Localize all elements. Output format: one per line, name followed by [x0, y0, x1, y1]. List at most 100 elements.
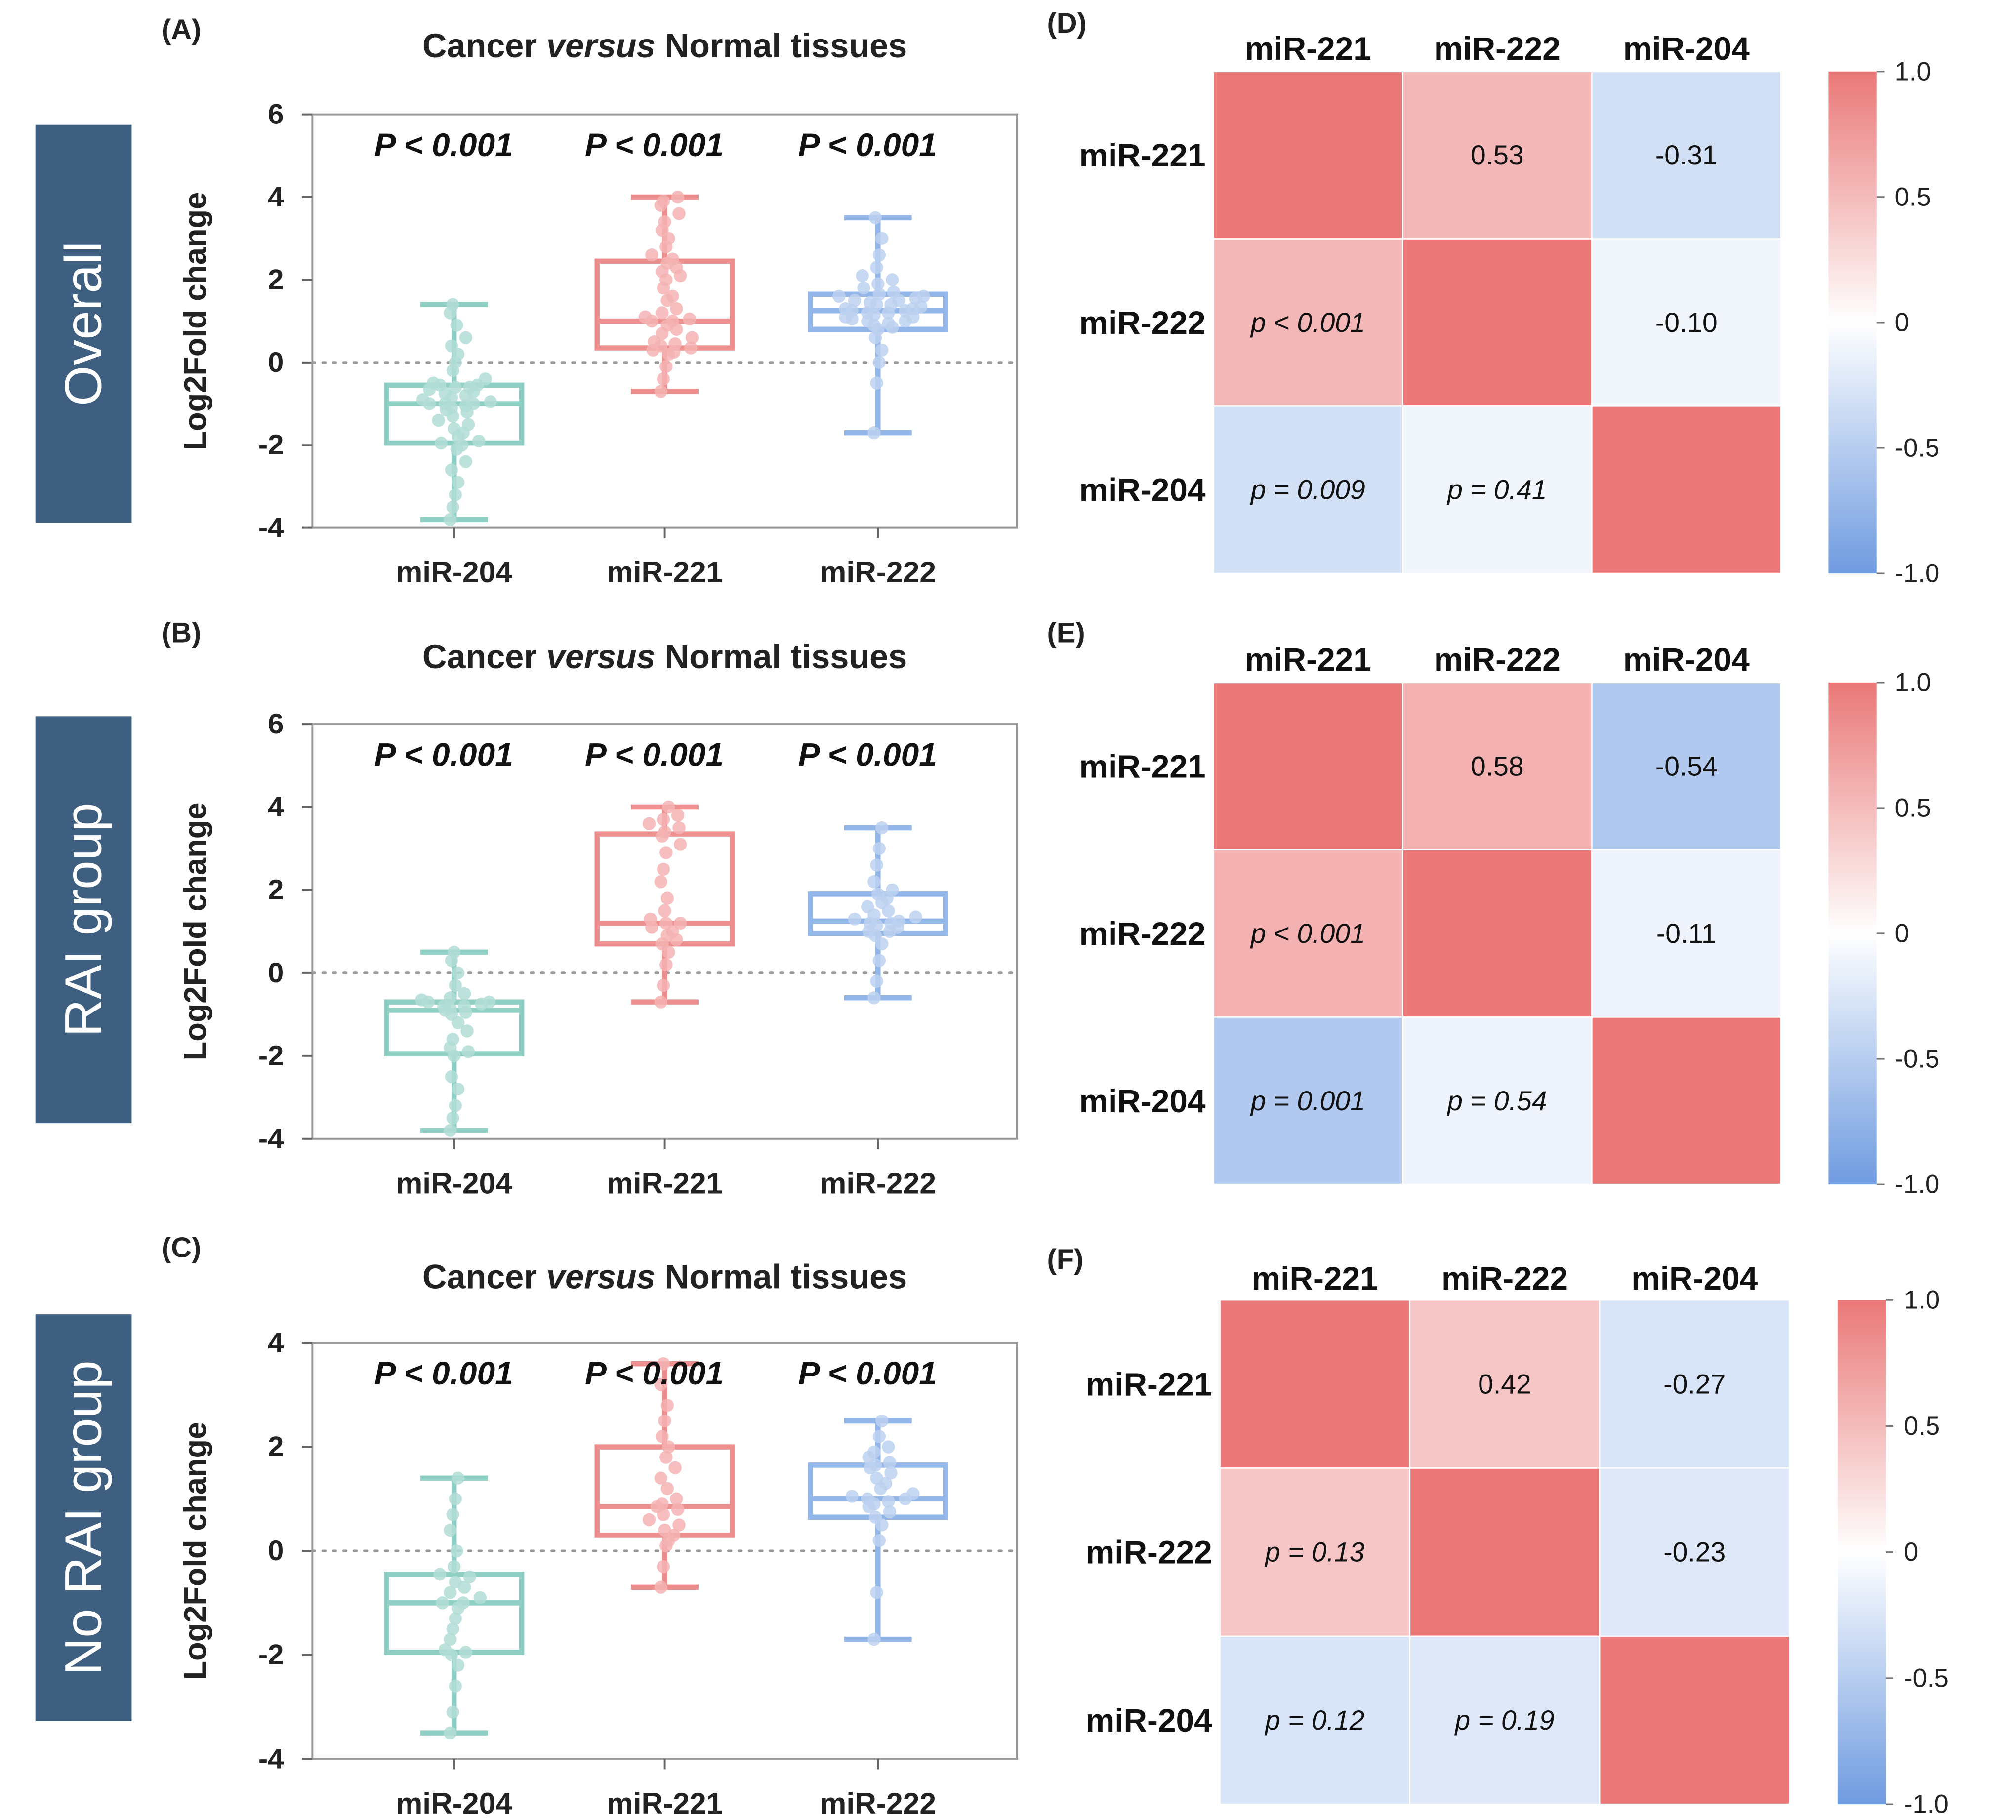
p-value-label: P < 0.001 — [585, 126, 724, 163]
data-point — [444, 1586, 457, 1599]
panel-B: RAI group (B) Cancer versus Normal tissues… — [35, 617, 1019, 1200]
heatmap-cell — [1213, 849, 1403, 1018]
data-point — [872, 1534, 886, 1547]
data-point — [434, 436, 448, 450]
heatmap-cell — [1213, 682, 1403, 850]
data-point — [670, 1492, 683, 1506]
data-point — [848, 912, 862, 926]
cell-label: p = 0.12 — [1264, 1705, 1364, 1736]
data-point — [484, 395, 497, 408]
x-tick-label: miR-222 — [820, 1166, 936, 1200]
data-point — [458, 999, 471, 1013]
row-header: miR-221 — [1079, 748, 1206, 784]
heatmap-cell — [1213, 1016, 1403, 1185]
p-value-label: P < 0.001 — [798, 126, 937, 163]
row-header: miR-221 — [1079, 137, 1206, 173]
data-point — [870, 974, 883, 988]
row-header: miR-221 — [1086, 1366, 1212, 1402]
data-point — [883, 1456, 897, 1469]
y-axis-label: Log2Fold change — [178, 803, 212, 1061]
data-point — [463, 1570, 476, 1583]
data-point — [654, 995, 667, 1009]
title-part: Normal tissues — [656, 1257, 907, 1295]
panel-E: (E) miR-221 miR-221 miR-222 miR-222 miR-204 mi… — [1047, 617, 1939, 1199]
data-point — [886, 273, 899, 286]
data-point — [666, 289, 679, 303]
data-point — [671, 190, 685, 204]
data-point — [445, 339, 458, 353]
data-point — [875, 343, 889, 357]
colorbar-tick-label: -1.0 — [1895, 1170, 1940, 1199]
colorbar-tick-label: -1.0 — [1895, 559, 1940, 588]
y-tick-label: 4 — [268, 791, 284, 823]
data-point — [657, 813, 670, 826]
data-point — [645, 248, 658, 262]
data-point — [659, 360, 673, 373]
data-point — [462, 1045, 475, 1058]
data-point — [433, 1568, 447, 1581]
data-point — [886, 883, 899, 897]
data-point — [446, 1508, 459, 1521]
data-point — [444, 1124, 457, 1137]
data-point — [857, 282, 870, 295]
data-point — [906, 1487, 920, 1500]
y-tick-label: -2 — [258, 1639, 284, 1671]
data-point — [654, 1378, 667, 1391]
data-point — [449, 1492, 462, 1506]
data-point — [892, 914, 905, 928]
data-point — [473, 1591, 487, 1605]
data-point — [448, 422, 461, 435]
box-miR-204 — [384, 298, 525, 526]
data-point — [446, 1622, 459, 1636]
x-tick-label: miR-204 — [396, 1166, 512, 1200]
x-tick-label: miR-221 — [607, 555, 723, 589]
data-point — [845, 1490, 859, 1503]
title-part: Normal tissues — [656, 638, 907, 676]
data-point — [882, 1495, 895, 1508]
panel-label: (D) — [1047, 7, 1086, 39]
data-point — [662, 1440, 675, 1454]
data-point — [668, 1461, 682, 1474]
data-point — [672, 1518, 686, 1532]
heatmap-cell — [1409, 1299, 1601, 1469]
cell-label: p < 0.001 — [1250, 918, 1365, 949]
data-point — [659, 1451, 673, 1464]
panel-label: (A) — [162, 14, 201, 45]
data-point — [444, 1632, 457, 1646]
heatmap-cell — [1591, 1016, 1782, 1185]
data-point — [875, 1414, 889, 1428]
panel-label: (F) — [1047, 1244, 1083, 1275]
colorbar-tick-label: 0.5 — [1904, 1412, 1940, 1441]
data-point — [467, 397, 480, 410]
colorbar-tick-label: -0.5 — [1895, 433, 1940, 462]
cell-label: -0.54 — [1655, 751, 1718, 781]
data-point — [446, 1033, 459, 1046]
y-tick-label: 0 — [268, 1535, 284, 1567]
data-point — [875, 232, 889, 245]
colorbar-tick-label: 1.0 — [1904, 1286, 1940, 1315]
y-tick-label: 0 — [268, 957, 284, 989]
data-point — [872, 356, 886, 369]
heatmap-cell — [1402, 405, 1593, 574]
data-point — [870, 1586, 883, 1599]
column-header: miR-204 — [1623, 30, 1750, 67]
p-value-label: P < 0.001 — [585, 736, 724, 772]
data-point — [659, 958, 673, 971]
data-point — [671, 1502, 685, 1516]
title-emphasis: versus — [546, 638, 656, 676]
cell-label: p = 0.001 — [1250, 1086, 1365, 1116]
side-label-bg — [35, 1314, 132, 1721]
data-point — [658, 1414, 671, 1428]
data-point — [451, 1658, 465, 1672]
side-label-bg — [35, 124, 132, 523]
data-point — [648, 335, 661, 349]
y-tick-label: 6 — [268, 708, 284, 740]
data-point — [882, 1440, 895, 1454]
cell-label: p = 0.41 — [1446, 475, 1547, 505]
data-point — [444, 991, 457, 1005]
heatmap-cell — [1402, 71, 1593, 240]
data-point — [445, 1070, 458, 1083]
data-point — [870, 1471, 883, 1485]
data-point — [864, 296, 877, 309]
heatmap-cell — [1599, 1299, 1790, 1469]
